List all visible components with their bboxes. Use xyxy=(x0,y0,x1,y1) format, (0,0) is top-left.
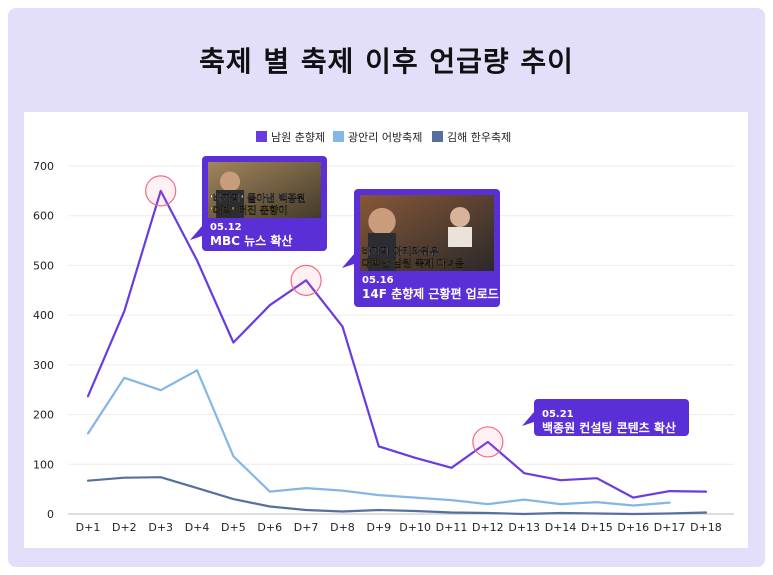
line-chart: 0 100 200 300 400 500 600 700 D+1 D+2 D+3 D+4 D+5 D+6… xyxy=(33,130,734,534)
y-tick-label: 0 xyxy=(47,508,54,521)
annotation-date: 05.12 xyxy=(210,222,242,233)
callout-tail xyxy=(342,254,354,268)
series-line-2 xyxy=(86,476,708,516)
x-tick-label: D+4 xyxy=(185,521,210,534)
y-tick-label: 500 xyxy=(33,259,54,272)
x-tick-label: D+14 xyxy=(545,521,577,534)
y-tick-label: 600 xyxy=(33,210,54,223)
annotation-date: 05.16 xyxy=(362,275,394,286)
highlight-circle xyxy=(145,175,177,207)
series-line-0 xyxy=(86,189,708,499)
person-body xyxy=(368,233,396,271)
person-body xyxy=(448,227,472,247)
y-tick-label: 400 xyxy=(33,309,54,322)
person-body xyxy=(216,190,244,218)
y-tick-label: 200 xyxy=(33,409,54,422)
x-tick-label: D+6 xyxy=(257,521,282,534)
x-tick-label: D+13 xyxy=(508,521,540,534)
thumbnail-caption: '대박' 터진 춘향이 xyxy=(210,204,288,217)
legend-label: 김해 한우축제 xyxy=(447,130,511,144)
person-icon xyxy=(219,171,241,192)
x-tick-label: D+8 xyxy=(330,521,355,534)
annotation-date: 05.21 xyxy=(542,409,574,420)
legend-swatch xyxy=(333,131,344,142)
legend-swatch xyxy=(256,131,267,142)
highlight-circle xyxy=(472,426,504,458)
person-icon xyxy=(450,207,470,227)
series-line-1 xyxy=(86,369,671,507)
legend-label: 남원 춘향제 xyxy=(271,131,325,144)
annotation-label: MBC 뉴스 확산 xyxy=(210,233,292,248)
legend-label: 광안리 어방축제 xyxy=(348,131,422,144)
callout-tail xyxy=(190,226,202,240)
callout-box xyxy=(534,399,689,436)
x-tick-label: D+16 xyxy=(617,521,649,534)
chart-panel: 0 100 200 300 400 500 600 700 D+1 D+2 D+3 D+4 D+5 D+6… xyxy=(24,112,748,548)
thumbnail-caption: 대박난 남원 축제 다녀옴 xyxy=(362,257,464,270)
y-tick-label: 100 xyxy=(33,458,54,471)
annotation-label: 백종원 컨설팅 콘텐츠 확산 xyxy=(542,420,676,435)
annotation-label: 14F 춘향제 근황편 업로드 xyxy=(362,286,499,301)
thumbnail-caption: '바가지' 몰아낸 백종원 xyxy=(210,192,306,205)
x-tick-label: D+2 xyxy=(112,521,137,534)
x-tick-label: D+7 xyxy=(294,521,319,534)
x-tick-label: D+9 xyxy=(366,521,391,534)
page-title: 축제 별 축제 이후 언급량 추이 xyxy=(199,45,574,78)
x-tick-label: D+18 xyxy=(690,521,722,534)
y-tick-label: 300 xyxy=(33,359,54,372)
x-tick-label: D+17 xyxy=(654,521,686,534)
x-tick-label: D+3 xyxy=(148,521,173,534)
x-tick-label: D+5 xyxy=(221,521,246,534)
legend-swatch xyxy=(432,131,443,142)
x-tick-label: D+10 xyxy=(399,521,431,534)
callout-tail xyxy=(522,412,534,426)
y-tick-label: 700 xyxy=(33,160,54,173)
person-icon xyxy=(368,207,396,236)
x-tick-label: D+11 xyxy=(436,521,468,534)
highlight-circle xyxy=(290,264,322,296)
thumbnail-caption: 바가지 아리와위유 xyxy=(362,245,439,258)
x-tick-label: D+12 xyxy=(472,521,504,534)
x-tick-label: D+1 xyxy=(76,521,101,534)
x-tick-label: D+15 xyxy=(581,521,613,534)
